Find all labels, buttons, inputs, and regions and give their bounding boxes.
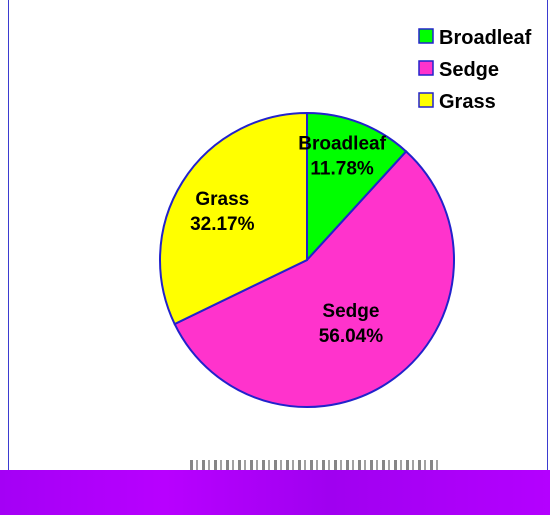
legend: Broadleaf Sedge Grass — [418, 27, 532, 113]
legend-label-sedge: Sedge — [439, 59, 499, 81]
legend-swatch-sedge — [418, 60, 434, 76]
legend-swatch-broadleaf — [418, 28, 434, 44]
pie-slice-broadleaf — [306, 111, 408, 263]
slice-value-grass: 32.17% — [190, 214, 255, 235]
legend-swatch-grass — [418, 92, 434, 108]
slice-label-broadleaf: Broadleaf — [298, 134, 386, 155]
pie-slices — [159, 111, 455, 408]
slice-label-grass: Grass — [195, 189, 249, 210]
footer-artifact — [190, 460, 440, 472]
slice-label-sedge: Sedge — [322, 301, 379, 322]
legend-label-grass: Grass — [439, 91, 496, 113]
slice-labels: Broadleaf 11.78% Sedge 56.04% Grass 32.17% — [190, 134, 386, 347]
footer-band — [0, 470, 550, 515]
pie-slice-grass — [159, 111, 308, 326]
pie-slice-sedge — [173, 150, 455, 408]
slice-value-broadleaf: 11.78% — [310, 159, 373, 180]
legend-label-broadleaf: Broadleaf — [439, 27, 532, 49]
slice-value-sedge: 56.04% — [319, 326, 384, 347]
